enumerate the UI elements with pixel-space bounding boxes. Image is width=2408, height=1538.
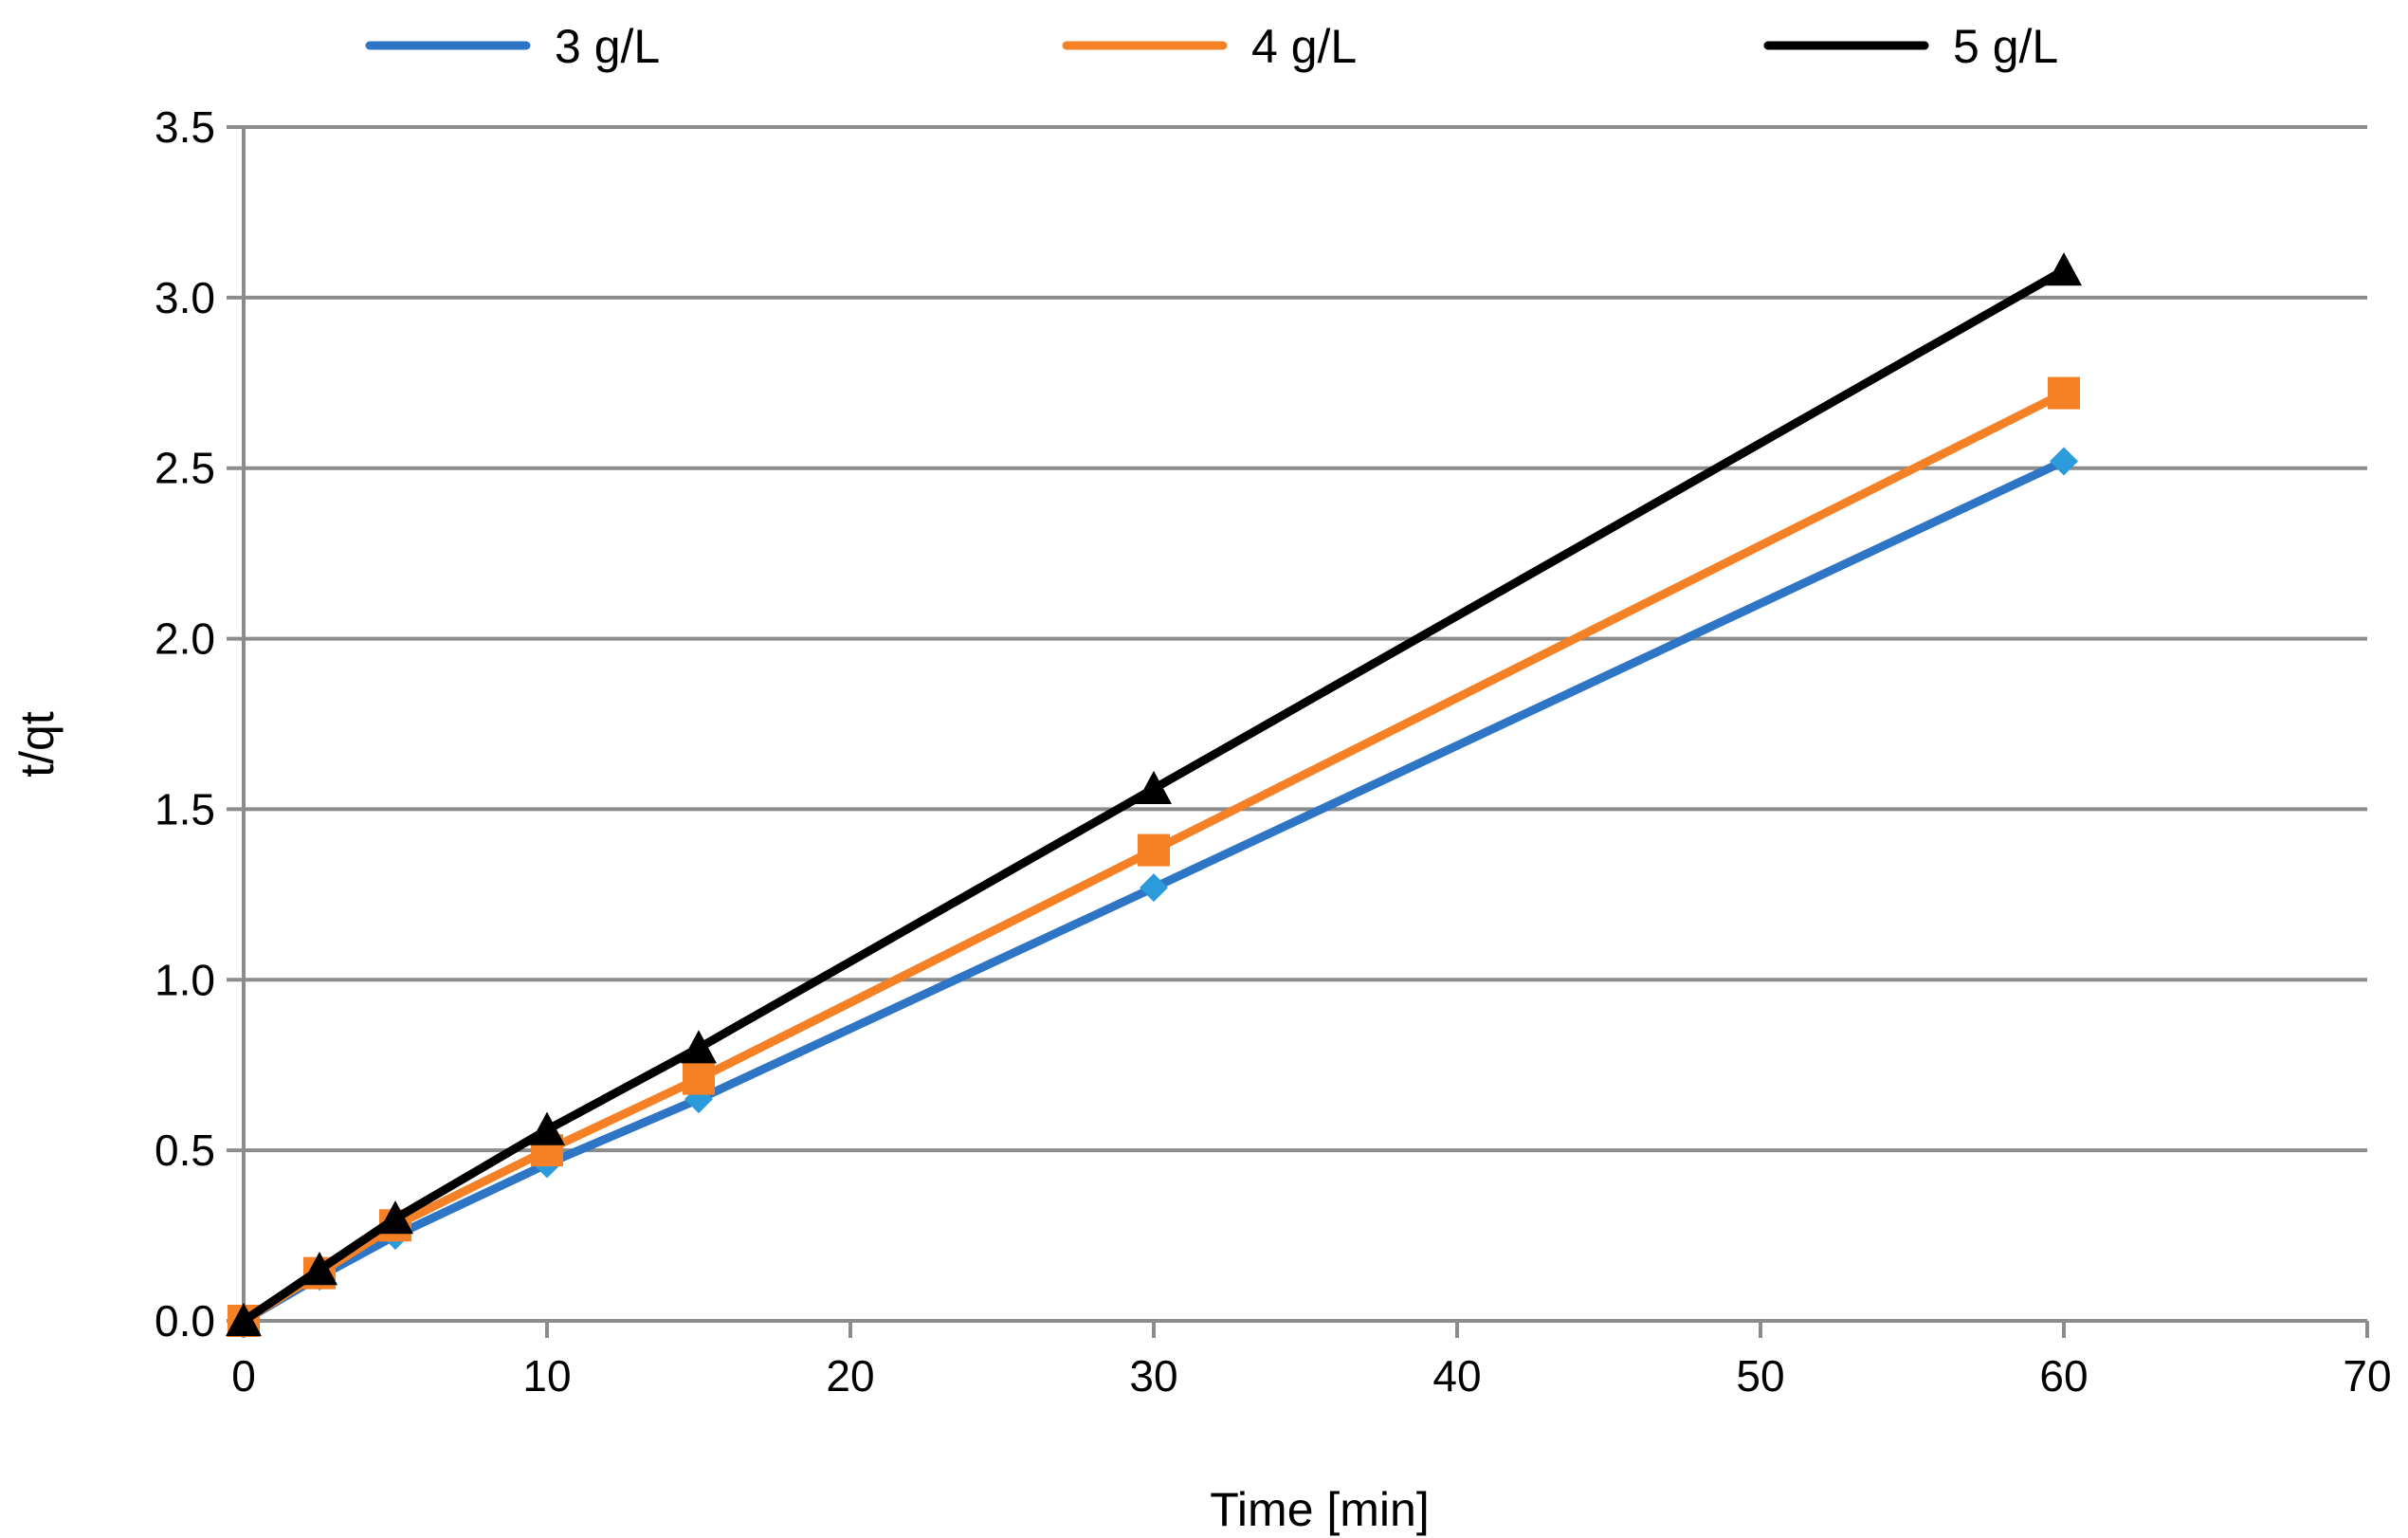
data-point xyxy=(1140,873,1168,903)
y-tick-label: 1.0 xyxy=(155,955,215,1004)
axes xyxy=(227,125,2369,1338)
gridlines xyxy=(244,125,2367,1153)
legend-label: 4 g/L xyxy=(1251,20,1357,73)
series-0 xyxy=(229,447,2078,1335)
legend-label: 3 g/L xyxy=(555,20,660,73)
y-axis-title: t/qt xyxy=(10,711,64,778)
x-tick-label: 30 xyxy=(1129,1351,1177,1401)
x-tick-label: 60 xyxy=(2039,1351,2088,1401)
series-1 xyxy=(228,376,2080,1337)
y-tick-label: 0.5 xyxy=(155,1126,215,1175)
data-point xyxy=(1136,770,1172,804)
legend-label: 5 g/L xyxy=(1953,20,2058,73)
data-point xyxy=(681,1030,717,1064)
data-point xyxy=(2050,447,2078,476)
x-axis-title: Time [min] xyxy=(1210,1483,1430,1536)
x-tick-label: 70 xyxy=(2343,1351,2391,1401)
tick-labels: 0.0 0.5 1.0 1.5 2.0 2.5 3.0 3.5 0 10 20 30 40 50 60 70 xyxy=(155,102,2392,1401)
data-point xyxy=(301,1252,337,1286)
data-point xyxy=(2046,252,2082,286)
data-point xyxy=(2048,376,2080,410)
y-tick-label: 1.5 xyxy=(155,784,215,833)
x-tick-label: 50 xyxy=(1736,1351,1784,1401)
data-point xyxy=(683,1062,715,1095)
x-tick-label: 20 xyxy=(826,1351,874,1401)
y-tick-label: 3.0 xyxy=(155,273,215,322)
x-tick-label: 10 xyxy=(522,1351,571,1401)
series-2 xyxy=(226,252,2082,1337)
x-tick-label: 40 xyxy=(1432,1351,1481,1401)
data-point xyxy=(1138,833,1170,867)
data-point xyxy=(529,1111,565,1145)
y-tick-label: 3.5 xyxy=(155,102,215,152)
series xyxy=(226,252,2082,1337)
legend: 3 g/L 4 g/L 5 g/L xyxy=(365,20,2058,73)
x-tick-label: 0 xyxy=(231,1351,256,1401)
data-point xyxy=(226,1303,262,1337)
data-point xyxy=(377,1200,413,1235)
y-tick-label: 2.5 xyxy=(155,444,215,493)
y-tick-label: 0.0 xyxy=(155,1296,215,1346)
y-tick-label: 2.0 xyxy=(155,614,215,664)
